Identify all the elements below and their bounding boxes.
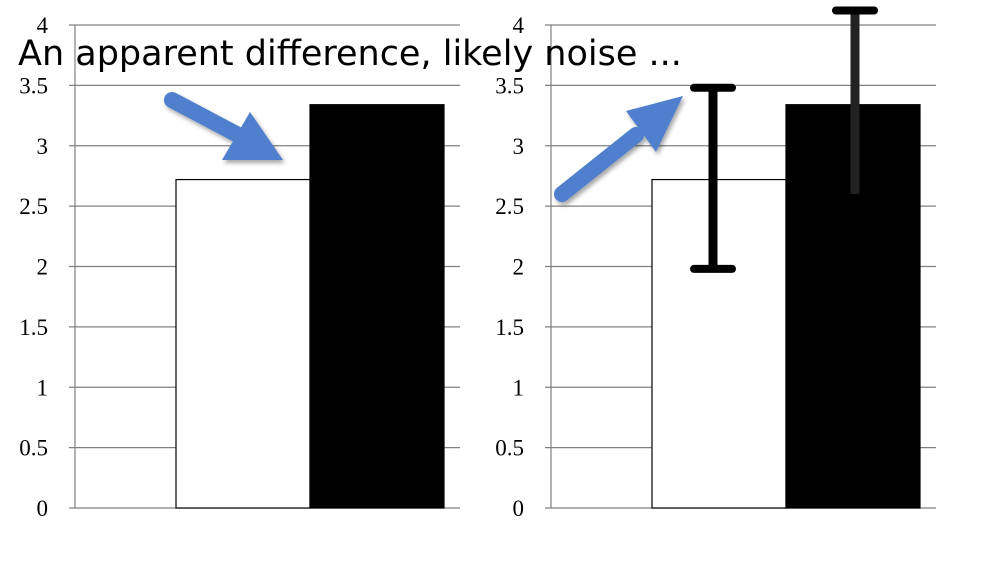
bar — [651, 178, 787, 509]
y-tick-label: 0.5 — [19, 436, 48, 461]
bar — [309, 104, 445, 509]
y-tick-label: 3.5 — [495, 73, 524, 98]
y-tick-label: 0.5 — [495, 436, 524, 461]
y-tick-label: 1 — [37, 375, 49, 400]
y-tick-label: 0 — [37, 496, 49, 521]
bar — [175, 178, 311, 509]
y-tick-label: 2.5 — [19, 194, 48, 219]
annotation-text: An apparent difference, likely noise ... — [18, 34, 682, 74]
y-tick-label: 3 — [37, 134, 49, 159]
y-tick-label: 3.5 — [19, 73, 48, 98]
y-tick-label: 2 — [37, 255, 49, 280]
right-bar-chart: 0 0.5 1 1.5 2 2.5 3 3.5 4 — [495, 6, 936, 521]
right-arrow-icon — [554, 96, 683, 202]
y-tick-label: 2 — [513, 255, 525, 280]
left-arrow-icon — [164, 92, 283, 160]
y-tick-label: 0 — [513, 496, 525, 521]
y-tick-label: 2.5 — [495, 194, 524, 219]
y-tick-label: 1.5 — [495, 315, 524, 340]
y-tick-label: 4 — [513, 13, 525, 38]
y-tick-label: 1 — [513, 375, 525, 400]
y-tick-label: 1.5 — [19, 315, 48, 340]
y-tick-label: 3 — [513, 134, 525, 159]
left-bar-chart: 0 0.5 1 1.5 2 2.5 3 3.5 4 — [19, 13, 460, 521]
y-tick-label: 4 — [37, 13, 49, 38]
